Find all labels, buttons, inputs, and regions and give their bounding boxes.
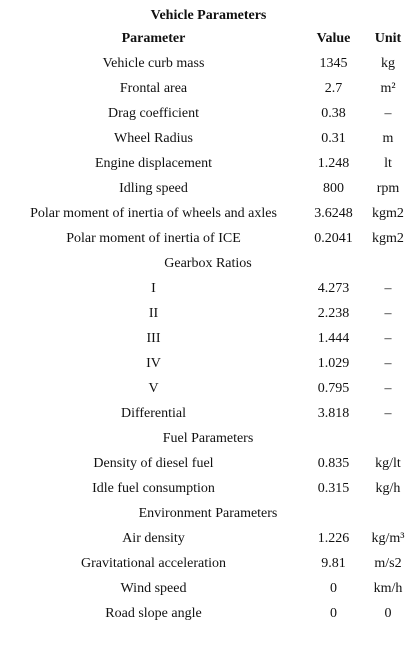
data-row: II 2.238 –	[2, 301, 414, 326]
header-cell: Value	[316, 30, 351, 46]
page: Vehicle Parameters Parameter Value Unit Ve…	[0, 6, 417, 668]
data-row: Wheel Radius 0.31 m	[2, 126, 414, 151]
parameter-value: 1.444	[317, 330, 350, 346]
parameter-unit: –	[384, 380, 392, 396]
data-row: Idling speed 800 rpm	[2, 176, 414, 201]
parameter-unit: rpm	[376, 180, 400, 196]
parameter-name: Air density	[122, 530, 185, 546]
table-title: Vehicle Parameters	[150, 8, 267, 23]
data-row: Density of diesel fuel 0.835 kg/lt	[2, 451, 414, 476]
parameter-unit: lt	[384, 155, 392, 171]
parameters-table: Parameter Value Unit Vehicle curb mass 1345…	[2, 26, 414, 626]
parameter-name: III	[146, 330, 161, 346]
data-row: Polar moment of inertia of ICE 0.2041 kgm2	[2, 226, 414, 251]
parameter-unit: –	[384, 355, 392, 371]
data-row: IV 1.029 –	[2, 351, 414, 376]
section-label: Gearbox Ratios	[164, 255, 252, 271]
data-row: I 4.273 –	[2, 276, 414, 301]
parameter-name: I	[151, 280, 156, 296]
data-row: Road slope angle 0 0	[2, 601, 414, 626]
parameter-unit: –	[384, 330, 392, 346]
parameter-name: Polar moment of inertia of wheels and ax…	[30, 205, 277, 221]
data-row: Frontal area 2.7 m²	[2, 76, 414, 101]
parameter-name: Engine displacement	[94, 155, 213, 171]
parameter-name: Road slope angle	[105, 605, 202, 621]
parameter-value: 0.38	[321, 105, 346, 121]
parameter-name: V	[148, 380, 159, 396]
data-row: Differential 3.818 –	[2, 401, 414, 426]
data-row: III 1.444 –	[2, 326, 414, 351]
parameter-name: Wheel Radius	[114, 130, 193, 146]
parameter-name: IV	[146, 355, 161, 371]
parameter-value: 9.81	[321, 555, 346, 571]
parameter-value: 0.31	[321, 130, 346, 146]
parameter-unit: –	[384, 305, 392, 321]
parameter-unit: kg/h	[375, 480, 401, 496]
parameter-name: Gravitational acceleration	[81, 555, 226, 571]
parameter-name: Idling speed	[119, 180, 188, 196]
parameter-value: 0.835	[317, 455, 350, 471]
header-row: Parameter Value Unit	[2, 26, 414, 51]
parameter-unit: 0	[384, 605, 392, 621]
parameter-value: 800	[323, 180, 344, 196]
data-row: Air density 1.226 kg/m³	[2, 526, 414, 551]
parameter-name: Polar moment of inertia of ICE	[66, 230, 241, 246]
parameter-unit: kg	[381, 55, 395, 71]
section-label: Fuel Parameters	[162, 430, 254, 446]
parameter-value: 0.2041	[314, 230, 353, 246]
data-row: Wind speed 0 km/h	[2, 576, 414, 601]
parameter-value: 1.226	[317, 530, 350, 546]
parameter-value: 0.795	[317, 380, 350, 396]
parameter-name: Differential	[120, 405, 187, 421]
data-row: Idle fuel consumption 0.315 kg/h	[2, 476, 414, 501]
parameter-value: 0	[330, 605, 337, 621]
parameter-value: 2.238	[317, 305, 350, 321]
data-row: Polar moment of inertia of wheels and ax…	[2, 201, 414, 226]
parameter-value: 1.029	[317, 355, 350, 371]
parameter-unit: –	[384, 405, 392, 421]
parameter-name: Wind speed	[120, 580, 187, 596]
section-row: Environment Parameters	[2, 501, 414, 526]
section-label: Environment Parameters	[138, 505, 278, 521]
parameter-value: 0	[330, 580, 337, 596]
data-row: Engine displacement 1.248 lt	[2, 151, 414, 176]
parameter-name: Drag coefficient	[107, 105, 200, 121]
parameter-unit: kg/lt	[375, 455, 401, 471]
data-row: Gravitational acceleration 9.81 m/s2	[2, 551, 414, 576]
parameter-value: 2.7	[324, 80, 343, 96]
parameter-value: 3.6248	[314, 205, 353, 221]
parameter-unit: m/s2	[374, 555, 402, 571]
parameter-unit: km/h	[373, 580, 403, 596]
parameter-unit: –	[384, 105, 392, 121]
data-row: Vehicle curb mass 1345 kg	[2, 51, 414, 76]
parameter-value: 3.818	[317, 405, 350, 421]
data-row: Drag coefficient 0.38 –	[2, 101, 414, 126]
section-row: Fuel Parameters	[2, 426, 414, 451]
parameter-name: Frontal area	[119, 80, 188, 96]
parameter-unit: m²	[380, 80, 396, 96]
parameter-name: Idle fuel consumption	[92, 480, 215, 496]
parameter-unit: kgm2	[372, 205, 404, 221]
parameter-value: 1345	[319, 55, 348, 71]
parameter-value: 0.315	[317, 480, 350, 496]
parameter-unit: –	[384, 280, 392, 296]
data-row: V 0.795 –	[2, 376, 414, 401]
parameter-name: Density of diesel fuel	[93, 455, 214, 471]
parameter-unit: kgm2	[372, 230, 404, 246]
section-row: Gearbox Ratios	[2, 251, 414, 276]
parameter-unit: kg/m³	[371, 530, 405, 546]
parameter-value: 4.273	[317, 280, 350, 296]
parameter-value: 1.248	[317, 155, 350, 171]
parameter-unit: m	[382, 130, 394, 146]
parameter-name: Vehicle curb mass	[102, 55, 205, 71]
parameter-name: II	[148, 305, 159, 321]
header-cell: Parameter	[121, 30, 186, 46]
header-cell: Unit	[374, 30, 402, 46]
